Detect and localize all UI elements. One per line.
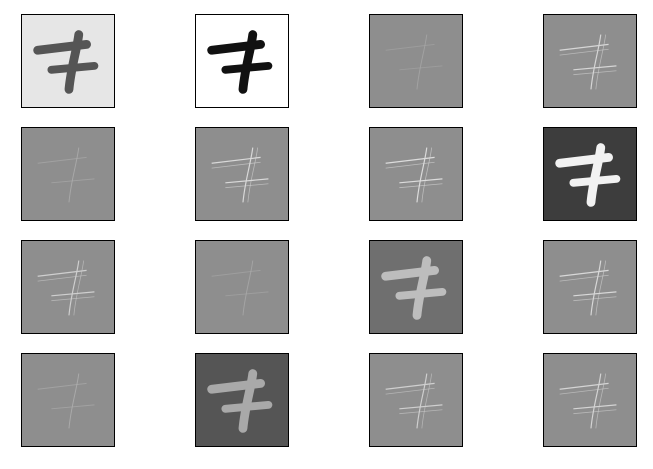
digit-seven-image — [544, 15, 636, 107]
digit-seven-image — [544, 128, 636, 220]
feature-map-panel — [543, 353, 637, 447]
digit-seven-image — [22, 15, 114, 107]
feature-map-panel — [369, 353, 463, 447]
digit-seven-image — [196, 128, 288, 220]
digit-seven-image — [544, 241, 636, 333]
feature-map-panel — [369, 14, 463, 108]
feature-map-panel — [21, 353, 115, 447]
feature-map-panel — [21, 14, 115, 108]
feature-map-panel — [543, 14, 637, 108]
digit-seven-image — [370, 15, 462, 107]
digit-seven-image — [196, 354, 288, 446]
feature-map-panel — [195, 127, 289, 221]
feature-map-panel — [369, 127, 463, 221]
digit-seven-image — [370, 128, 462, 220]
feature-map-panel — [21, 127, 115, 221]
feature-map-panel — [21, 240, 115, 334]
feature-map-panel — [195, 14, 289, 108]
digit-seven-image — [22, 354, 114, 446]
feature-map-panel — [543, 127, 637, 221]
digit-seven-image — [196, 241, 288, 333]
digit-seven-image — [22, 241, 114, 333]
feature-map-panel — [195, 353, 289, 447]
digit-seven-image — [370, 354, 462, 446]
feature-map-panel — [195, 240, 289, 334]
feature-map-panel — [543, 240, 637, 334]
feature-map-panel — [369, 240, 463, 334]
digit-seven-image — [544, 354, 636, 446]
digit-seven-image — [370, 241, 462, 333]
digit-seven-image — [196, 15, 288, 107]
digit-seven-image — [22, 128, 114, 220]
